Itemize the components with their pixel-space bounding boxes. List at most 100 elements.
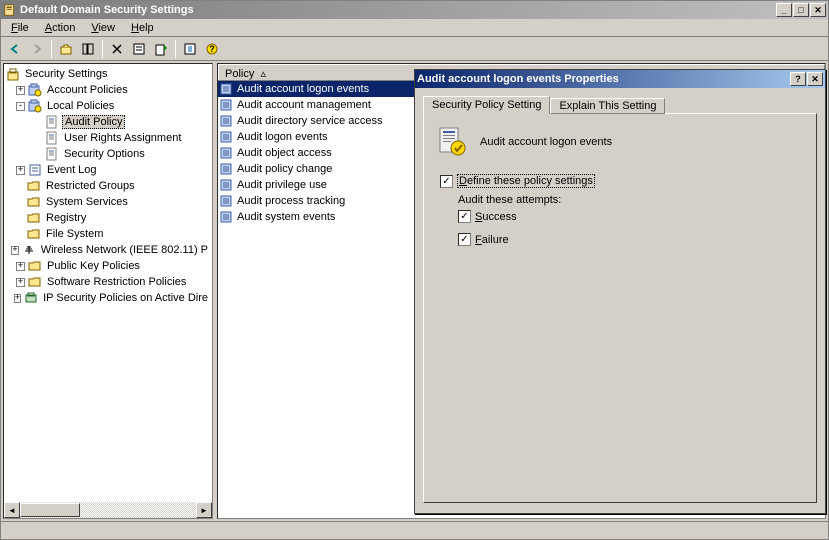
expand-toggle[interactable]: + [16,278,25,287]
tab-security-policy[interactable]: Security Policy Setting [423,96,550,114]
tree-hscrollbar[interactable]: ◄ ► [4,502,212,518]
tree-root[interactable]: Security Settings [6,66,210,82]
forward-button[interactable] [27,39,47,59]
tree-item-label: Registry [44,212,88,224]
tree-item[interactable]: Security Options [6,146,210,162]
main-titlebar[interactable]: Default Domain Security Settings _ □ ✕ [1,1,828,19]
tree-item-label: Software Restriction Policies [45,276,188,288]
app-icon [3,3,17,17]
folder-icon [28,259,42,273]
window-title: Default Domain Security Settings [20,4,776,16]
list-item-label: Audit account management [237,99,371,111]
tree-item[interactable]: -Local Policies [6,98,210,114]
scroll-thumb[interactable] [20,503,80,517]
scroll-right-button[interactable]: ► [196,502,212,518]
toolbar: ? [1,37,828,61]
tree-item-label: Event Log [45,164,99,176]
list-item-label: Audit system events [237,211,335,223]
maximize-button[interactable]: □ [793,3,809,17]
folder-icon [27,195,41,209]
folder-icon [28,275,42,289]
tree-item[interactable]: +Wireless Network (IEEE 802.11) P [6,242,210,258]
menu-file[interactable]: File [3,20,37,36]
policy-item-icon [220,146,234,160]
properties-dialog: Audit account logon events Properties ? … [414,69,826,514]
delete-button[interactable] [107,39,127,59]
tree-item[interactable]: System Services [6,194,210,210]
menu-action[interactable]: Action [37,20,84,36]
failure-label: Failure [475,234,509,246]
dialog-title: Audit account logon events Properties [417,73,790,85]
tree-item[interactable]: User Rights Assignment [6,130,210,146]
minimize-button[interactable]: _ [776,3,792,17]
tree-item[interactable]: File System [6,226,210,242]
show-hide-button[interactable] [78,39,98,59]
export-button[interactable] [151,39,171,59]
tree-item[interactable]: Restricted Groups [6,178,210,194]
scroll-left-button[interactable]: ◄ [4,502,20,518]
policy-name-label: Audit account logon events [480,136,612,148]
tree-pane[interactable]: Security Settings + Account Policies -Local… [3,63,213,519]
expand-toggle[interactable]: + [14,294,21,303]
tree-root-label: Security Settings [23,68,110,80]
policy-item-icon [220,162,234,176]
success-checkbox[interactable]: ✓ [458,210,471,223]
tree-item[interactable]: +Public Key Policies [6,258,210,274]
list-item-label: Audit object access [237,147,332,159]
up-button[interactable] [56,39,76,59]
svg-text:?: ? [209,44,215,54]
menubar: File Action View Help [1,19,828,37]
tree-item-label: Security Options [62,148,147,160]
tree-item[interactable]: Audit Policy [6,114,210,130]
folder-icon [27,179,41,193]
tree-item[interactable]: + Software Restriction Policies [6,274,210,290]
refresh-button[interactable] [180,39,200,59]
tree-item[interactable]: +IP Security Policies on Active Dire [6,290,210,306]
close-button[interactable]: ✕ [810,3,826,17]
policy-item-icon [220,114,234,128]
page-icon [45,115,59,129]
policy-item-icon [220,130,234,144]
policy-icon [28,83,42,97]
expand-toggle[interactable]: + [11,246,18,255]
back-button[interactable] [5,39,25,59]
dialog-help-button[interactable]: ? [790,72,806,86]
ipsec-icon [24,291,38,305]
folder-icon [27,227,41,241]
help-button[interactable]: ? [202,39,222,59]
tree-item-label: File System [44,228,105,240]
define-checkbox[interactable]: ✓ [440,175,453,188]
list-item-label: Audit process tracking [237,195,345,207]
tree-item-label: Account Policies [45,84,130,96]
expand-toggle[interactable]: + [16,86,25,95]
security-icon [6,67,20,81]
page-icon [45,131,59,145]
policy-icon [436,126,468,158]
policy-item-icon [220,178,234,192]
expand-toggle[interactable]: + [16,262,25,271]
list-item-label: Audit account logon events [237,83,369,95]
menu-view[interactable]: View [83,20,123,36]
page-icon [45,147,59,161]
properties-button[interactable] [129,39,149,59]
log-icon [28,163,42,177]
policy-icon [28,99,42,113]
expand-toggle[interactable]: - [16,102,25,111]
failure-checkbox[interactable]: ✓ [458,233,471,246]
expand-toggle[interactable]: + [16,166,25,175]
policy-item-icon [220,194,234,208]
menu-help[interactable]: Help [123,20,162,36]
attempts-label: Audit these attempts: [458,194,804,206]
tree-item[interactable]: Registry [6,210,210,226]
tree-item[interactable]: + Account Policies [6,82,210,98]
dialog-titlebar[interactable]: Audit account logon events Properties ? … [415,70,825,88]
list-item-label: Audit directory service access [237,115,383,127]
tree-item-label: User Rights Assignment [62,132,183,144]
dialog-close-button[interactable]: ✕ [807,72,823,86]
success-label: Success [475,211,517,223]
policy-item-icon [220,98,234,112]
folder-icon [27,211,41,225]
tree-item-label: System Services [44,196,130,208]
tab-explain[interactable]: Explain This Setting [550,98,665,114]
tree-item[interactable]: + Event Log [6,162,210,178]
